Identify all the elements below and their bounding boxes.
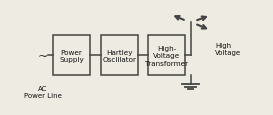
Text: Power
Supply: Power Supply [59, 49, 84, 63]
Text: Hartley
Oscillator: Hartley Oscillator [102, 49, 136, 63]
Text: High-
Voltage
Transformer: High- Voltage Transformer [145, 45, 188, 66]
Text: High
Voltage: High Voltage [215, 43, 241, 56]
Bar [149, 36, 185, 76]
Text: ~: ~ [38, 49, 48, 62]
Bar [101, 36, 138, 76]
Bar [53, 36, 90, 76]
Text: AC
Power Line: AC Power Line [24, 85, 62, 98]
